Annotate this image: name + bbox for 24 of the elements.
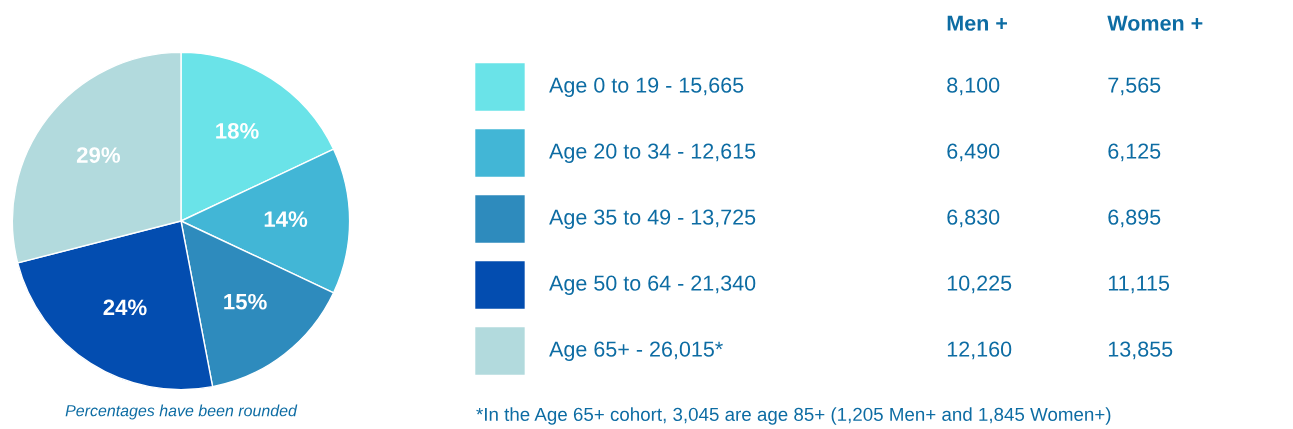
legend-label: Age 65+ - 26,015* [549, 341, 723, 362]
text: 6,490 [947, 143, 1000, 162]
text: 7,565 [1108, 77, 1161, 96]
text: 13,855 [1108, 341, 1173, 360]
legend-label: Age 35 to 49 - 13,725 [549, 209, 756, 230]
data-label: 15% [224, 293, 267, 310]
data-label: 29% [76, 147, 121, 163]
data-label: 18% [216, 122, 259, 139]
text: *In the Age 65+ cohort, 3,045 are age 85+ (1,205 Men+ and 1,845 Women+) [476, 407, 1111, 425]
text: 12,160 [947, 341, 1012, 360]
text: Women + [1107, 15, 1203, 31]
text: Men + [947, 15, 1007, 31]
data-label: 24% [103, 299, 147, 316]
text: 6,895 [1108, 209, 1161, 228]
legend-label: Age 0 to 19 - 15,665 [549, 77, 744, 98]
text: 6,125 [1108, 143, 1161, 162]
text: 10,225 [947, 275, 1012, 294]
text: 11,115 [1108, 275, 1170, 294]
data-label: 14% [264, 211, 308, 227]
text: 8,100 [947, 77, 1000, 96]
text: 6,830 [947, 209, 1000, 228]
legend-label: Age 20 to 34 - 12,615 [549, 143, 756, 164]
legend-label: Age 50 to 64 - 21,340 [549, 275, 756, 296]
text: Percentages have been rounded [65, 404, 298, 420]
